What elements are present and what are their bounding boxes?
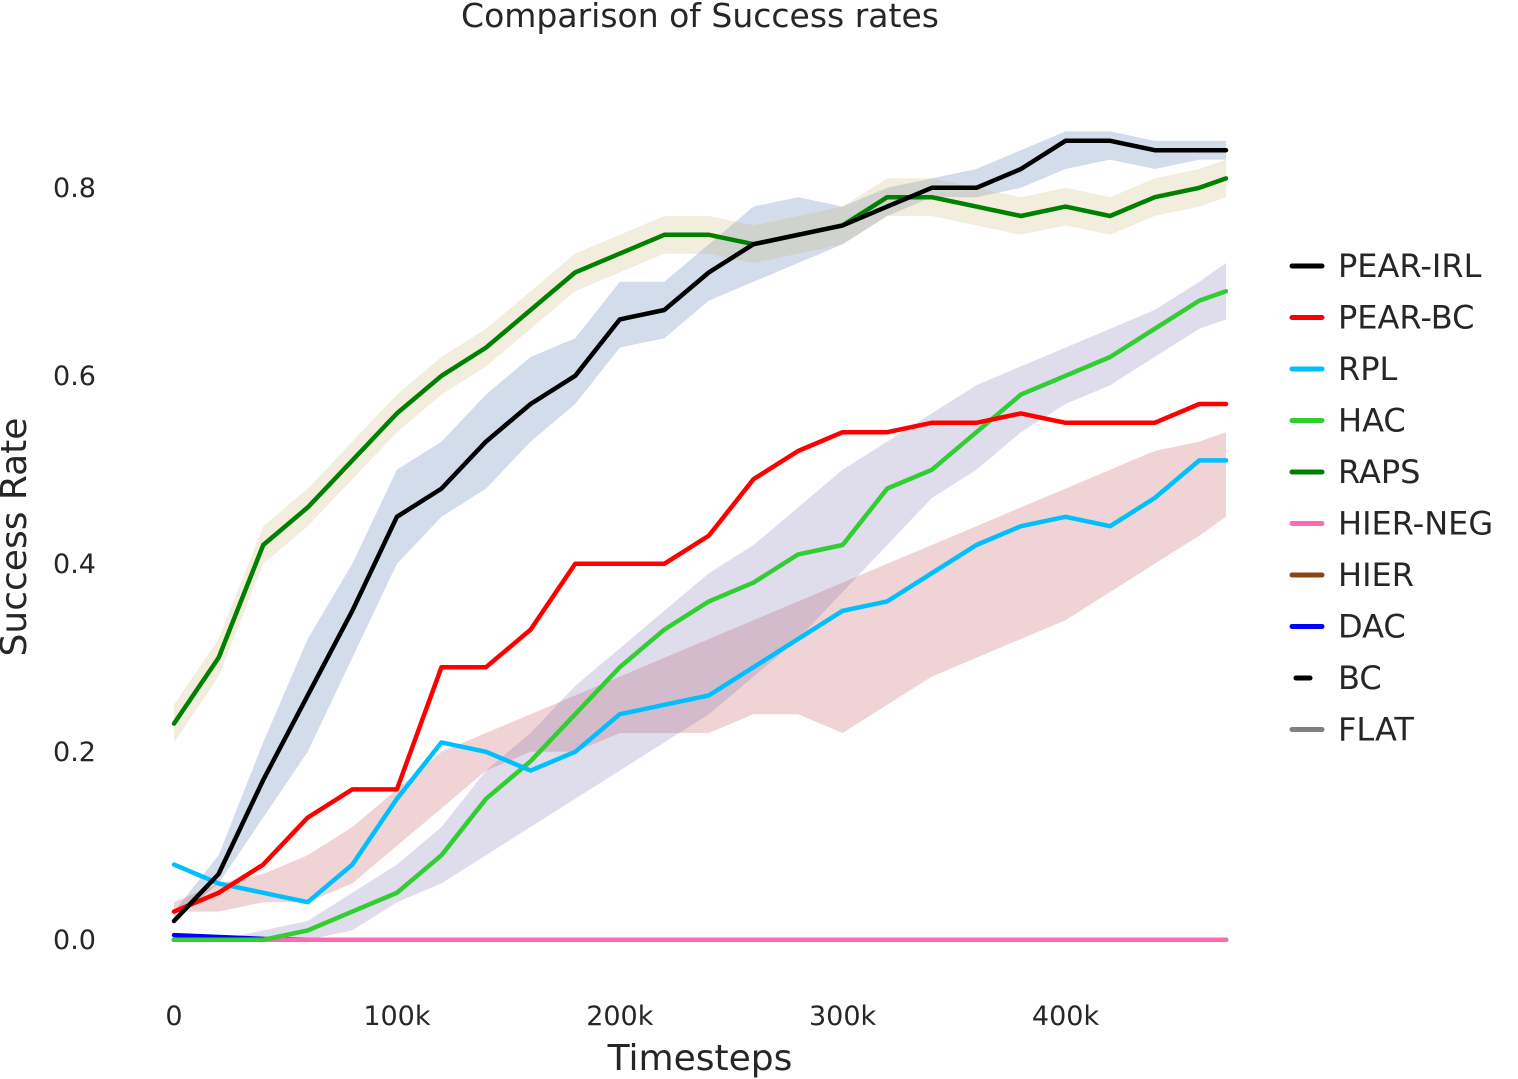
legend-label: PEAR-BC bbox=[1338, 299, 1474, 337]
x-tick-label: 300k bbox=[809, 1001, 877, 1032]
legend-item-dac: DAC bbox=[1289, 608, 1406, 646]
y-tick-label: 0.4 bbox=[53, 549, 96, 580]
legend-label: FLAT bbox=[1338, 711, 1414, 749]
y-tick-label: 0.2 bbox=[53, 737, 96, 768]
series-lines bbox=[171, 138, 1229, 943]
y-tick-label: 0.6 bbox=[53, 361, 96, 392]
y-tick-label: 0.0 bbox=[53, 925, 96, 956]
legend-label: HIER bbox=[1338, 556, 1414, 594]
legend-label: HAC bbox=[1338, 402, 1406, 440]
x-tick-label: 200k bbox=[586, 1001, 654, 1032]
legend-item-hier: HIER bbox=[1289, 556, 1414, 594]
series-line-raps bbox=[171, 176, 1229, 726]
y-axis-label: Success Rate bbox=[0, 418, 35, 657]
legend-item-pear-irl: PEAR-IRL bbox=[1289, 247, 1482, 285]
legend-item-bc: BC bbox=[1293, 659, 1382, 697]
legend-label: PEAR-IRL bbox=[1338, 247, 1482, 285]
legend-item-pear-bc: PEAR-BC bbox=[1289, 299, 1474, 337]
legend: PEAR-IRL PEAR-BC RPL HAC RAPS HIER-NEG HIER DAC… bbox=[1289, 247, 1493, 749]
x-axis-ticks: 0 100k 200k 300k 400k bbox=[165, 1001, 1099, 1032]
band-raps bbox=[174, 159, 1226, 743]
plot-area bbox=[171, 131, 1229, 943]
legend-label: RPL bbox=[1338, 350, 1398, 388]
y-tick-label: 0.8 bbox=[53, 173, 96, 204]
y-axis-ticks: 0.0 0.2 0.4 0.6 0.8 bbox=[53, 173, 96, 956]
x-tick-label: 400k bbox=[1032, 1001, 1100, 1032]
legend-label: RAPS bbox=[1338, 453, 1420, 491]
legend-label: BC bbox=[1338, 659, 1382, 697]
legend-label: DAC bbox=[1338, 608, 1406, 646]
legend-item-raps: RAPS bbox=[1289, 453, 1420, 491]
confidence-bands bbox=[174, 131, 1226, 940]
legend-label: HIER-NEG bbox=[1338, 505, 1493, 543]
x-tick-label: 0 bbox=[165, 1001, 182, 1032]
x-tick-label: 100k bbox=[363, 1001, 431, 1032]
series-line-hac bbox=[171, 288, 1229, 943]
legend-item-hac: HAC bbox=[1289, 402, 1406, 440]
legend-item-flat: FLAT bbox=[1289, 711, 1414, 749]
series-line-pear-bc bbox=[171, 401, 1229, 914]
chart-title: Comparison of Success rates bbox=[461, 0, 939, 35]
legend-item-hier-neg: HIER-NEG bbox=[1289, 505, 1493, 543]
band-hac bbox=[174, 263, 1226, 940]
series-line-rpl bbox=[171, 458, 1229, 905]
band-pear-irl bbox=[174, 131, 1226, 921]
legend-item-rpl: RPL bbox=[1289, 350, 1398, 388]
x-axis-label: Timesteps bbox=[607, 1038, 793, 1079]
series-line-pear-irl bbox=[171, 138, 1229, 924]
